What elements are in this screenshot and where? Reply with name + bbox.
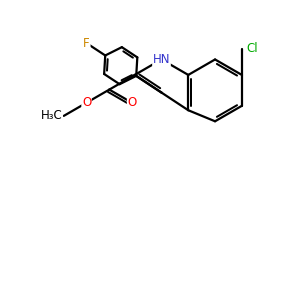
- Text: O: O: [82, 96, 91, 109]
- Text: O: O: [128, 96, 137, 109]
- Text: H₃C: H₃C: [40, 110, 62, 122]
- Text: HN: HN: [153, 53, 170, 66]
- Text: Cl: Cl: [246, 42, 258, 55]
- Text: F: F: [83, 37, 90, 50]
